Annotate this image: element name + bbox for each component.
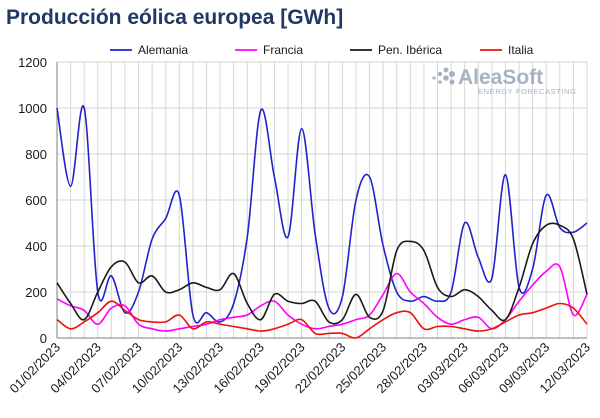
logo-dot bbox=[432, 76, 436, 80]
legend-label-francia: Francia bbox=[263, 43, 303, 57]
legend-label-alemania: Alemania bbox=[138, 43, 188, 57]
logo-dot bbox=[438, 80, 442, 84]
logo-subtitle: ENERGY FORECASTING bbox=[478, 87, 577, 96]
y-tick-label: 400 bbox=[25, 239, 47, 254]
logo-dot bbox=[443, 67, 449, 73]
y-tick-label: 1000 bbox=[18, 101, 47, 116]
logo-dot bbox=[449, 71, 455, 77]
legend-label-pen-ib-rica: Pen. Ibérica bbox=[378, 43, 442, 57]
series-line-alemania bbox=[56, 105, 588, 324]
y-tick-label: 0 bbox=[40, 331, 47, 346]
y-tick-label: 200 bbox=[25, 285, 47, 300]
logo-dot bbox=[443, 75, 449, 81]
y-tick-label: 800 bbox=[25, 147, 47, 162]
legend-label-italia: Italia bbox=[508, 43, 534, 57]
y-tick-label: 600 bbox=[25, 193, 47, 208]
chart-title: Producción eólica europea [GWh] bbox=[6, 6, 344, 29]
series-line-pen-ib-rica bbox=[56, 222, 588, 325]
y-tick-label: 1200 bbox=[18, 55, 47, 70]
logo-name: AleaSoft bbox=[458, 66, 543, 89]
series-line-italia bbox=[56, 300, 588, 339]
logo-dot bbox=[437, 71, 443, 77]
logo-dot bbox=[449, 79, 455, 85]
